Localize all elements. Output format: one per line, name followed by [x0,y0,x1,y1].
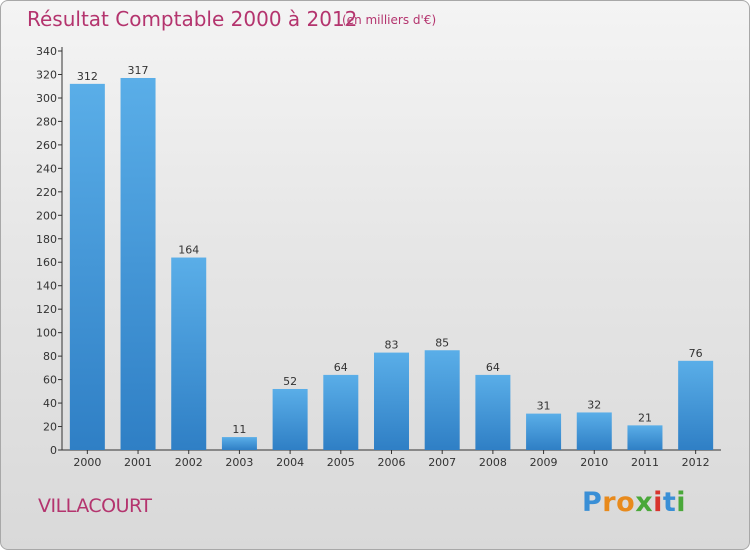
y-tick-label: 60 [43,374,57,387]
logo-letter: t [662,487,677,518]
x-tick-label-2010: 2010 [580,456,608,469]
x-tick-label-2007: 2007 [428,456,456,469]
y-tick-label: 0 [50,444,57,457]
logo-letter: P [582,487,603,518]
y-tick-label: 140 [36,280,57,293]
y-tick-label: 240 [36,162,57,175]
y-tick-label: 340 [36,45,57,58]
chart-title: Résultat Comptable 2000 à 2012 [27,7,358,31]
data-label-2009: 31 [537,400,551,413]
bar-2006 [374,352,409,450]
y-tick-label: 260 [36,139,57,152]
y-tick-label: 300 [36,92,57,105]
bar-2005 [323,374,359,450]
data-label-2012: 76 [689,347,703,360]
y-tick-label: 80 [43,350,57,363]
bar-2009 [526,413,562,450]
data-label-2011: 21 [638,411,652,424]
bar-2002 [171,257,207,450]
y-tick-label: 220 [36,186,57,199]
bar-2004 [272,388,308,450]
bar-2010 [576,412,612,450]
bar-2011 [627,425,663,450]
data-label-2005: 64 [334,361,348,374]
bar-2008 [475,374,511,450]
data-label-2003: 11 [232,423,246,436]
x-tick-label-2012: 2012 [682,456,710,469]
x-tick-label-2009: 2009 [530,456,558,469]
y-tick-label: 320 [36,68,57,81]
town-name: VILLACOURT [38,495,152,517]
bar-2003 [221,437,257,450]
y-tick-label: 160 [36,256,57,269]
y-tick-label: 280 [36,115,57,128]
data-label-2004: 52 [283,375,297,388]
x-tick-label-2003: 2003 [225,456,253,469]
y-tick-label: 180 [36,233,57,246]
x-tick-label-2001: 2001 [124,456,152,469]
y-tick-label: 200 [36,209,57,222]
logo-letter: i [653,487,663,518]
y-tick-label: 20 [43,421,57,434]
data-label-2001: 317 [128,64,149,77]
x-tick-label-2008: 2008 [479,456,507,469]
logo-letter: r [602,487,617,518]
logo-letter: o [616,487,636,518]
bar-2000 [69,83,105,450]
logo-letter: x [635,487,654,518]
y-tick-label: 100 [36,327,57,340]
proxiti-logo: Proxiti [582,487,686,518]
y-tick-label: 120 [36,303,57,316]
bar-2007 [424,350,460,450]
x-tick-label-2004: 2004 [276,456,304,469]
x-tick-label-2011: 2011 [631,456,659,469]
chart-subtitle: (en milliers d'€) [342,13,437,27]
data-label-2000: 312 [77,70,98,83]
data-label-2007: 85 [435,336,449,349]
logo-letter: i [676,487,687,518]
data-label-2010: 32 [587,398,601,411]
x-tick-label-2006: 2006 [378,456,406,469]
x-tick-label-2002: 2002 [175,456,203,469]
data-label-2002: 164 [178,244,199,257]
data-label-2006: 83 [385,339,399,352]
x-tick-label-2000: 2000 [73,456,101,469]
data-label-2008: 64 [486,361,500,374]
bar-2012 [678,360,714,450]
x-tick-label-2005: 2005 [327,456,355,469]
y-tick-label: 40 [43,397,57,410]
bar-2001 [120,77,156,450]
